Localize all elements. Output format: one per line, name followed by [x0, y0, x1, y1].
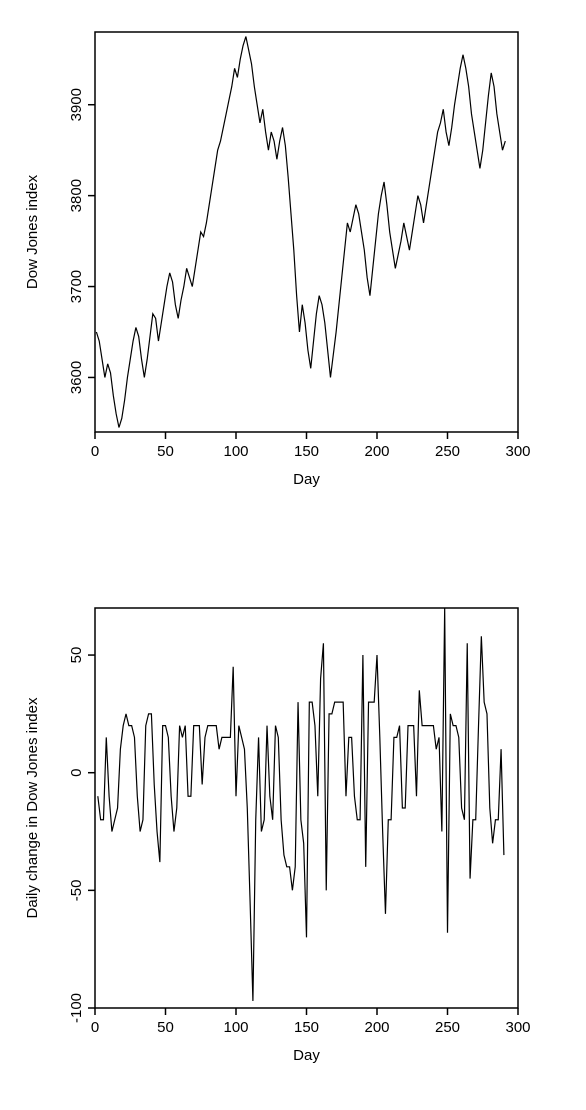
- x-tick-label: 150: [294, 1019, 319, 1036]
- y-tick-label: 50: [68, 647, 85, 664]
- y-tick-label: -100: [68, 993, 85, 1023]
- x-tick-label: 50: [157, 1019, 174, 1036]
- x-tick-label: 200: [364, 1019, 389, 1036]
- x-tick-label: 250: [435, 1019, 460, 1036]
- y-axis-label: Daily change in Dow Jones index: [24, 697, 41, 918]
- plot-area-bottom: 0 50 100 150 200 250 300 -100 -50 0 50 Day Daily …: [24, 608, 531, 1064]
- x-tick-label: 300: [505, 1019, 530, 1036]
- x-axis-label: Day: [293, 1047, 320, 1064]
- x-tick-label: 0: [91, 1019, 99, 1036]
- x-tick-label: 100: [223, 1019, 248, 1036]
- y-tick-label: -50: [68, 880, 85, 902]
- y-tick-label: 0: [68, 769, 85, 777]
